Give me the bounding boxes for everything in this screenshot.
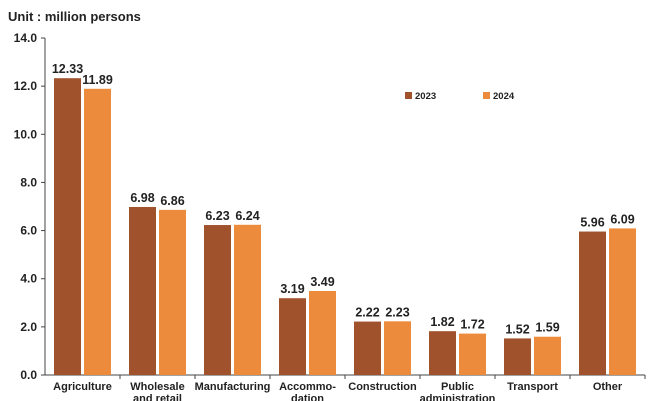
bar-2023 xyxy=(429,331,456,375)
data-label: 1.82 xyxy=(430,315,454,329)
y-tick-label: 2.0 xyxy=(20,320,37,334)
data-label: 6.24 xyxy=(235,209,259,223)
category-label: Public xyxy=(441,381,474,393)
bar-2023 xyxy=(204,225,231,375)
data-label: 1.52 xyxy=(505,322,529,336)
bar-2023 xyxy=(579,231,606,375)
data-label: 11.89 xyxy=(82,73,113,87)
bar-2023 xyxy=(354,321,381,375)
category-label: Construction xyxy=(348,381,417,393)
bar-2024 xyxy=(309,290,336,375)
data-label: 1.72 xyxy=(460,318,484,332)
y-tick-label: 12.0 xyxy=(14,79,38,93)
y-tick-label: 8.0 xyxy=(20,175,37,189)
y-tick-label: 14.0 xyxy=(14,31,38,45)
bar-2024 xyxy=(84,88,111,375)
category-label: and retail xyxy=(133,393,182,401)
category-label: dation xyxy=(291,393,324,401)
legend-label-2024: 2024 xyxy=(493,91,515,102)
data-label: 6.23 xyxy=(205,209,229,223)
bar-2024 xyxy=(234,224,261,375)
data-label: 5.96 xyxy=(580,216,604,230)
y-tick-label: 6.0 xyxy=(20,224,37,238)
bar-2024 xyxy=(459,333,486,375)
bar-2024 xyxy=(159,209,186,375)
data-label: 6.86 xyxy=(160,194,184,208)
data-label: 6.09 xyxy=(610,212,634,226)
bar-2023 xyxy=(279,298,306,375)
bar-2024 xyxy=(609,228,636,375)
y-tick-label: 0.0 xyxy=(20,368,37,382)
category-label: Transport xyxy=(507,381,558,393)
data-label: 2.22 xyxy=(355,306,379,320)
unit-label: Unit : million persons xyxy=(8,9,141,24)
category-label: Agriculture xyxy=(53,381,112,393)
y-tick-label: 4.0 xyxy=(20,272,37,286)
data-label: 2.23 xyxy=(385,305,409,319)
bar-2023 xyxy=(504,338,531,375)
category-label: Other xyxy=(593,381,623,393)
data-label: 3.19 xyxy=(280,282,304,296)
category-label: Accommo- xyxy=(279,381,336,393)
data-label: 6.98 xyxy=(130,191,154,205)
legend-swatch-2023 xyxy=(405,92,412,99)
data-label: 3.49 xyxy=(310,275,334,289)
legend-swatch-2024 xyxy=(483,92,490,99)
bar-2024 xyxy=(534,336,561,375)
bar-2024 xyxy=(384,321,411,375)
y-tick-label: 10.0 xyxy=(14,127,38,141)
category-label: Wholesale xyxy=(130,381,184,393)
category-label: administration xyxy=(420,393,496,401)
data-label: 1.59 xyxy=(535,321,559,335)
data-label: 12.33 xyxy=(52,62,83,76)
legend-label-2023: 2023 xyxy=(415,91,436,102)
bar-2023 xyxy=(54,78,81,376)
bar-2023 xyxy=(129,206,156,375)
category-label: Manufacturing xyxy=(195,381,271,393)
